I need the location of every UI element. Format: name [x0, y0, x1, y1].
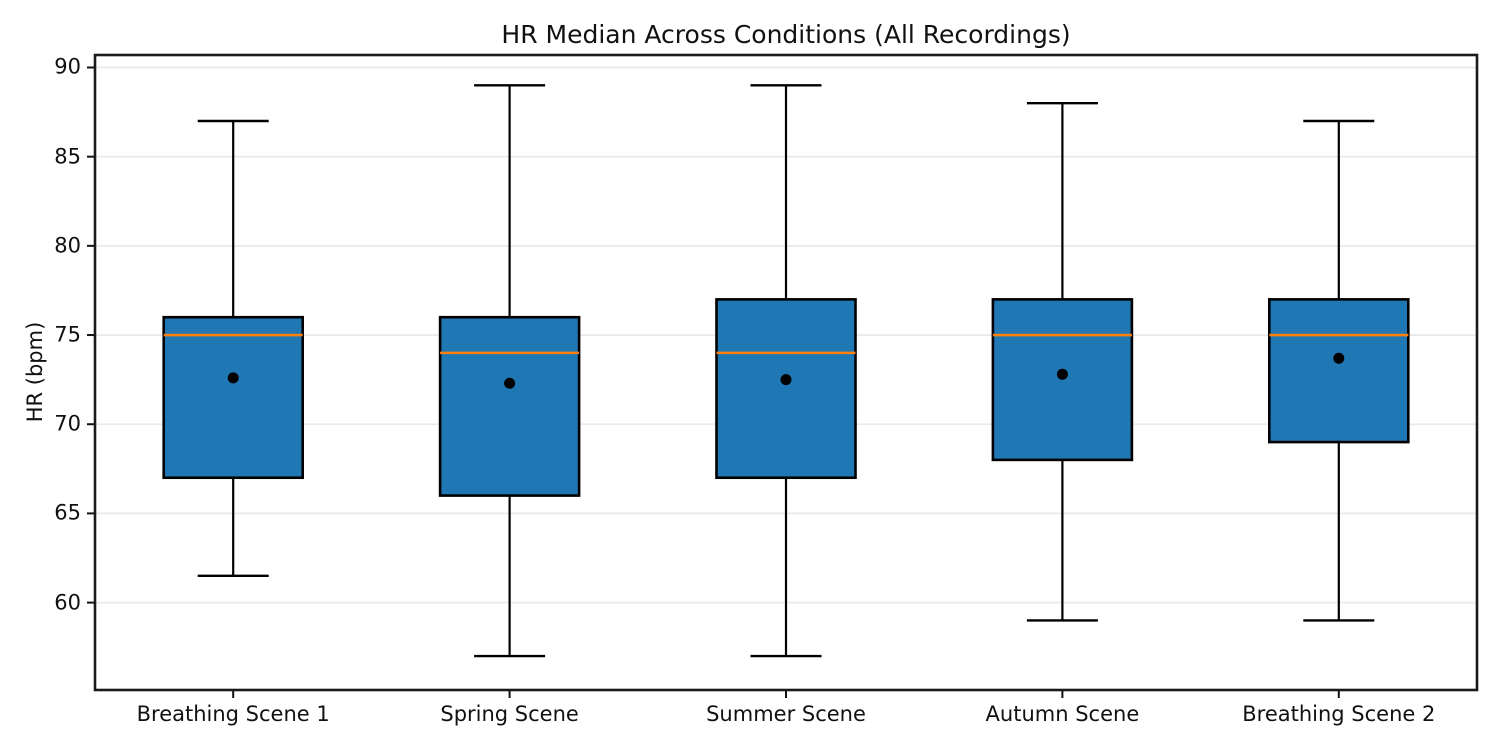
box-1 [438, 315, 581, 497]
mean-marker-2 [780, 374, 792, 386]
chart-title: HR Median Across Conditions (All Recordi… [501, 20, 1071, 49]
y-tick-label-75: 75 [54, 322, 81, 347]
box-0 [162, 315, 304, 480]
box-3 [991, 298, 1134, 462]
x-tick-label-spring-scene: Spring Scene [440, 702, 579, 726]
x-tick-label-autumn-scene: Autumn Scene [985, 702, 1140, 726]
box-2 [715, 298, 857, 480]
y-tick-label-65: 65 [54, 500, 81, 525]
mean-marker-3 [1056, 368, 1068, 380]
y-tick-label-70: 70 [54, 411, 81, 436]
mean-marker-1 [504, 377, 516, 389]
plot-frame [93, 53, 1479, 692]
x-tick-label-breathing-scene-1: Breathing Scene 1 [136, 702, 330, 726]
y-tick-label-80: 80 [54, 233, 81, 258]
y-tick-label-90: 90 [54, 55, 81, 80]
y-tick-label-60: 60 [54, 590, 81, 615]
y-tick-label-85: 85 [54, 144, 81, 169]
x-tick-label-summer-scene: Summer Scene [706, 702, 866, 726]
box-4 [1268, 298, 1410, 444]
x-tick-label-breathing-scene-2: Breathing Scene 2 [1242, 702, 1436, 726]
mean-marker-0 [227, 372, 239, 384]
mean-marker-4 [1333, 352, 1345, 364]
